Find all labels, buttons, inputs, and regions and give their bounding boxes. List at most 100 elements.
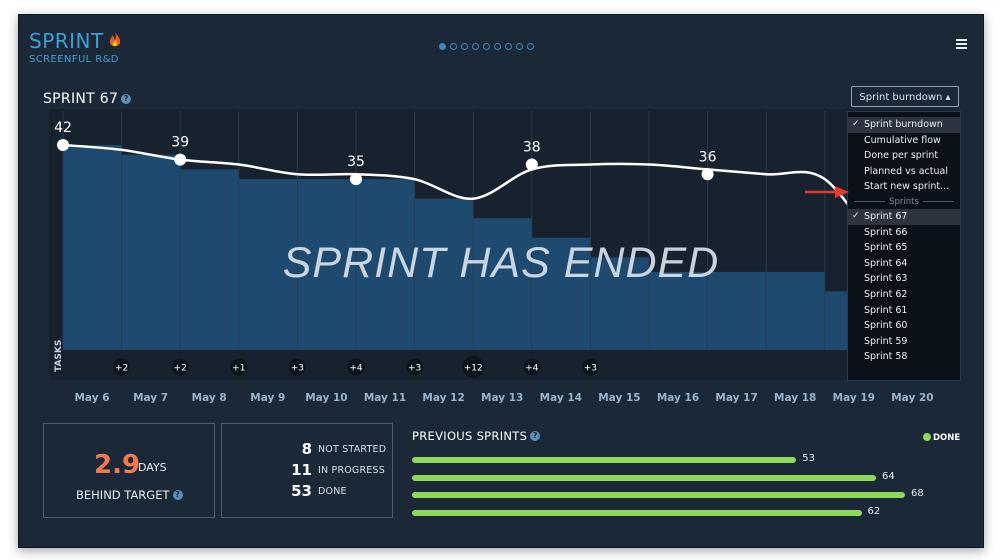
menu-item-sprint-63[interactable]: Sprint 63: [864, 273, 908, 285]
behind-value: 2.9: [94, 450, 141, 480]
x-tick-label: May 13: [481, 392, 523, 404]
data-point: [174, 153, 187, 166]
previous-sprint-value: 64: [882, 470, 895, 482]
menu-item-start-new-sprint[interactable]: Start new sprint...: [864, 181, 950, 193]
menu-item-sprint-66[interactable]: Sprint 66: [864, 226, 908, 238]
previous-sprint-bar: [412, 492, 905, 498]
previous-sprint-bar: [412, 509, 862, 516]
page-dot-1[interactable]: [439, 43, 446, 50]
added-badge-label: +4: [349, 364, 363, 374]
count-label: NOT STARTED: [318, 444, 387, 455]
data-label: 36: [699, 149, 717, 165]
menu-item-sprint-59[interactable]: Sprint 59: [864, 335, 908, 347]
menu-item-cumulative-flow[interactable]: Cumulative flow: [864, 134, 941, 146]
menu-item-sprint-65[interactable]: Sprint 65: [864, 242, 908, 254]
previous-sprint-bar: [412, 474, 876, 481]
red-arrow-annotation: [805, 186, 849, 198]
help-icon[interactable]: ?: [530, 431, 541, 441]
x-tick-label: May 10: [305, 392, 347, 404]
added-badge-label: +1: [232, 364, 245, 374]
x-tick-label: May 6: [74, 392, 109, 404]
data-label: 38: [523, 140, 541, 156]
hamburger-icon[interactable]: [956, 39, 967, 51]
data-label: 39: [171, 135, 189, 151]
x-tick-label: May 7: [133, 392, 168, 404]
x-tick-label: May 17: [715, 392, 757, 404]
page-dot-4[interactable]: [472, 43, 479, 50]
added-badge: [288, 358, 306, 376]
page-dot-6[interactable]: [494, 43, 501, 50]
page-dot-7[interactable]: [505, 43, 512, 50]
data-point: [350, 173, 362, 186]
behind-unit: DAYS: [138, 461, 167, 474]
brand-title: SPRINT: [29, 29, 104, 53]
chart-selector-button[interactable]: Sprint burndown ▴: [851, 86, 959, 107]
legend-swatch: [923, 433, 931, 441]
done-legend: DONE: [923, 433, 960, 443]
page-dot-9[interactable]: [527, 43, 534, 50]
added-badge: [347, 358, 365, 376]
flame-icon: [108, 31, 122, 51]
menu-section-separator: Sprints: [848, 195, 960, 209]
menu-item-done-per-sprint[interactable]: Done per sprint: [864, 150, 939, 162]
previous-sprint-bar: [412, 457, 797, 463]
menu-item-sprint-67[interactable]: Sprint 67: [848, 208, 960, 225]
added-badge-label: +4: [525, 364, 539, 374]
added-badge: [230, 358, 248, 376]
menu-item-sprint-58[interactable]: Sprint 58: [864, 351, 908, 363]
count-row: 11 IN PROGRESS: [222, 461, 392, 481]
page-indicator[interactable]: [439, 43, 534, 50]
previous-sprint-value: 68: [911, 488, 924, 499]
previous-sprints-title: PREVIOUS SPRINTS?: [412, 429, 541, 443]
burndown-chart: 423935383619SPRINT HAS ENDEDTASKS+2+2+1+…: [49, 109, 949, 404]
help-icon[interactable]: ?: [121, 94, 132, 104]
page-dot-5[interactable]: [483, 43, 490, 50]
menu-item-sprint-62[interactable]: Sprint 62: [864, 288, 908, 300]
data-label: 35: [347, 154, 365, 170]
help-icon[interactable]: ?: [172, 490, 183, 500]
added-badge-label: +3: [291, 364, 304, 374]
added-badge-label: +3: [408, 364, 421, 374]
task-counts-card: 8 NOT STARTED 11 IN PROGRESS 53 DONE: [221, 423, 393, 518]
count-value: 8: [301, 440, 312, 458]
behind-target-card: 2.9 DAYS BEHIND TARGET?: [43, 423, 215, 518]
x-tick-label: May 19: [833, 392, 875, 404]
added-badge: [171, 358, 189, 376]
count-value: 53: [291, 482, 312, 500]
added-badge: [113, 358, 131, 376]
menu-item-sprint-burndown[interactable]: Sprint burndown: [848, 117, 960, 133]
x-tick-label: May 18: [774, 392, 816, 404]
behind-label: BEHIND TARGET?: [76, 488, 183, 502]
y-axis-label: TASKS: [54, 340, 64, 372]
menu-item-sprint-64[interactable]: Sprint 64: [864, 257, 908, 269]
added-badge-label: +12: [464, 364, 483, 374]
data-point: [525, 158, 538, 171]
menu-item-sprint-61[interactable]: Sprint 61: [864, 304, 908, 316]
count-value: 11: [291, 461, 312, 479]
menu-item-planned-vs-actual[interactable]: Planned vs actual: [864, 165, 948, 177]
count-row: 53 DONE: [222, 482, 392, 502]
page-dot-3[interactable]: [461, 43, 468, 50]
separator-line: [922, 201, 955, 203]
x-tick-label: May 20: [891, 392, 933, 404]
added-badge: [406, 358, 424, 376]
data-label: 42: [54, 120, 72, 136]
added-badge-label: +2: [174, 364, 187, 374]
x-tick-label: May 11: [364, 392, 406, 404]
page-dot-8[interactable]: [516, 43, 523, 50]
count-label: DONE: [318, 486, 347, 497]
sprint-title: SPRINT 67?: [43, 91, 132, 107]
added-badge: [462, 356, 485, 378]
menu-item-sprint-60[interactable]: Sprint 60: [864, 320, 908, 332]
previous-sprint-value: 53: [802, 453, 815, 464]
remaining-line: [62, 143, 885, 259]
x-tick-label: May 14: [540, 392, 582, 404]
data-point: [701, 168, 714, 181]
sprint-ended-overlay: SPRINT HAS ENDED: [283, 239, 720, 287]
x-tick-label: May 12: [422, 392, 464, 404]
page-dot-2[interactable]: [450, 43, 457, 50]
added-badge-label: +2: [115, 364, 128, 374]
x-tick-label: May 16: [657, 392, 699, 404]
count-label: IN PROGRESS: [318, 465, 385, 476]
